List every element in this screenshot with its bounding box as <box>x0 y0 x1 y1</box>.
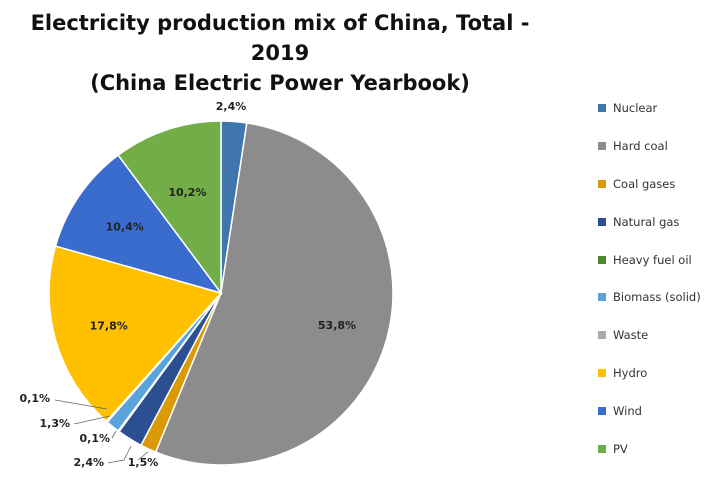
pie-slice-pv <box>117 120 222 296</box>
legend-swatch <box>598 141 606 150</box>
legend-swatch <box>598 179 606 188</box>
data-label-waste: 0,1% <box>19 392 50 405</box>
legend-swatch <box>598 104 606 112</box>
leader-line-waste <box>54 399 108 410</box>
legend-label: Coal gases <box>613 176 676 191</box>
leader-line-natural-gas <box>107 445 132 464</box>
legend-label: Hydro <box>613 366 648 381</box>
leader-line-heavy-fuel-oil <box>111 430 117 439</box>
legend-label: PV <box>613 442 628 457</box>
data-label-heavy-fuel-oil: 0,1% <box>79 432 110 445</box>
leader-line-biomass-solid <box>73 415 111 425</box>
data-label-coal-gases: 1,5% <box>128 456 159 469</box>
chart-subtitle: (China Electric Power Yearbook) <box>90 71 470 95</box>
legend-label: Biomass (solid) <box>613 290 701 305</box>
legend-swatch <box>598 445 606 454</box>
legend-swatch <box>598 293 606 302</box>
data-label-wind: 10,4% <box>106 221 144 234</box>
legend-swatch <box>598 217 606 226</box>
legend-label: Waste <box>613 328 649 343</box>
chart-title: Electricity production mix of China, Tot… <box>0 8 560 98</box>
data-label-biomass-solid: 1,3% <box>39 417 70 430</box>
chart-title-line: Electricity production mix of China, Tot… <box>30 11 530 65</box>
legend-label: Heavy fuel oil <box>613 252 692 267</box>
legend-swatch <box>598 369 606 378</box>
pie-slice-hydro <box>48 245 223 423</box>
data-label-hydro: 17,8% <box>90 320 128 333</box>
data-label-hard-coal: 53,8% <box>318 319 356 332</box>
leader-line-coal-gases <box>137 451 149 461</box>
legend-label: Natural gas <box>613 214 680 229</box>
data-label-pv: 10,2% <box>168 186 206 199</box>
pie-slice-hard-coal <box>154 122 394 466</box>
data-label-natural-gas: 2,4% <box>73 456 104 469</box>
legend-swatch <box>598 331 606 340</box>
legend-label: Nuclear <box>613 101 658 115</box>
legend-label: Hard coal <box>613 138 668 153</box>
pie-slice-wind <box>54 154 223 295</box>
legend-label: Wind <box>613 404 642 419</box>
data-label-nuclear: 2,4% <box>216 100 247 113</box>
legend-swatch <box>598 255 606 264</box>
legend-swatch <box>598 407 606 416</box>
